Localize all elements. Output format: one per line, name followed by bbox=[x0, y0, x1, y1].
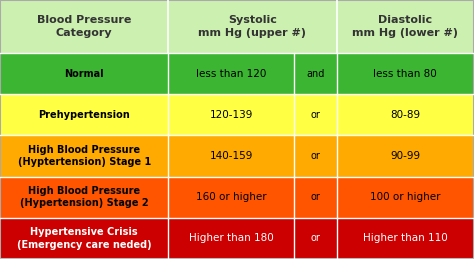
Text: less than 80: less than 80 bbox=[374, 69, 437, 79]
Bar bbox=[0, 135, 474, 177]
Text: 120-139: 120-139 bbox=[210, 110, 253, 120]
Text: 100 or higher: 100 or higher bbox=[370, 192, 440, 202]
Text: or: or bbox=[310, 192, 320, 202]
Bar bbox=[0, 94, 474, 135]
Text: less than 120: less than 120 bbox=[196, 69, 266, 79]
Text: 140-159: 140-159 bbox=[210, 151, 253, 161]
Text: and: and bbox=[306, 69, 324, 79]
Text: High Blood Pressure
(Hypertension) Stage 2: High Blood Pressure (Hypertension) Stage… bbox=[20, 186, 148, 208]
Bar bbox=[0, 53, 474, 94]
Text: 80-89: 80-89 bbox=[390, 110, 420, 120]
Text: 90-99: 90-99 bbox=[390, 151, 420, 161]
Text: Higher than 180: Higher than 180 bbox=[189, 233, 273, 243]
Text: Blood Pressure
Category: Blood Pressure Category bbox=[37, 15, 131, 38]
Text: Hypertensive Crisis
(Emergency care neded): Hypertensive Crisis (Emergency care nede… bbox=[17, 227, 152, 250]
Text: 160 or higher: 160 or higher bbox=[196, 192, 266, 202]
Text: Higher than 110: Higher than 110 bbox=[363, 233, 447, 243]
Text: Diastolic
mm Hg (lower #): Diastolic mm Hg (lower #) bbox=[352, 15, 458, 38]
Bar bbox=[0, 177, 474, 218]
Text: Normal: Normal bbox=[64, 69, 104, 79]
Text: or: or bbox=[310, 151, 320, 161]
Text: High Blood Pressure
(Hyptertension) Stage 1: High Blood Pressure (Hyptertension) Stag… bbox=[18, 145, 151, 167]
Text: Prehypertension: Prehypertension bbox=[38, 110, 130, 120]
Text: or: or bbox=[310, 233, 320, 243]
Bar bbox=[0, 218, 474, 259]
Text: or: or bbox=[310, 110, 320, 120]
Text: Systolic
mm Hg (upper #): Systolic mm Hg (upper #) bbox=[199, 15, 306, 38]
Bar bbox=[0, 0, 474, 53]
